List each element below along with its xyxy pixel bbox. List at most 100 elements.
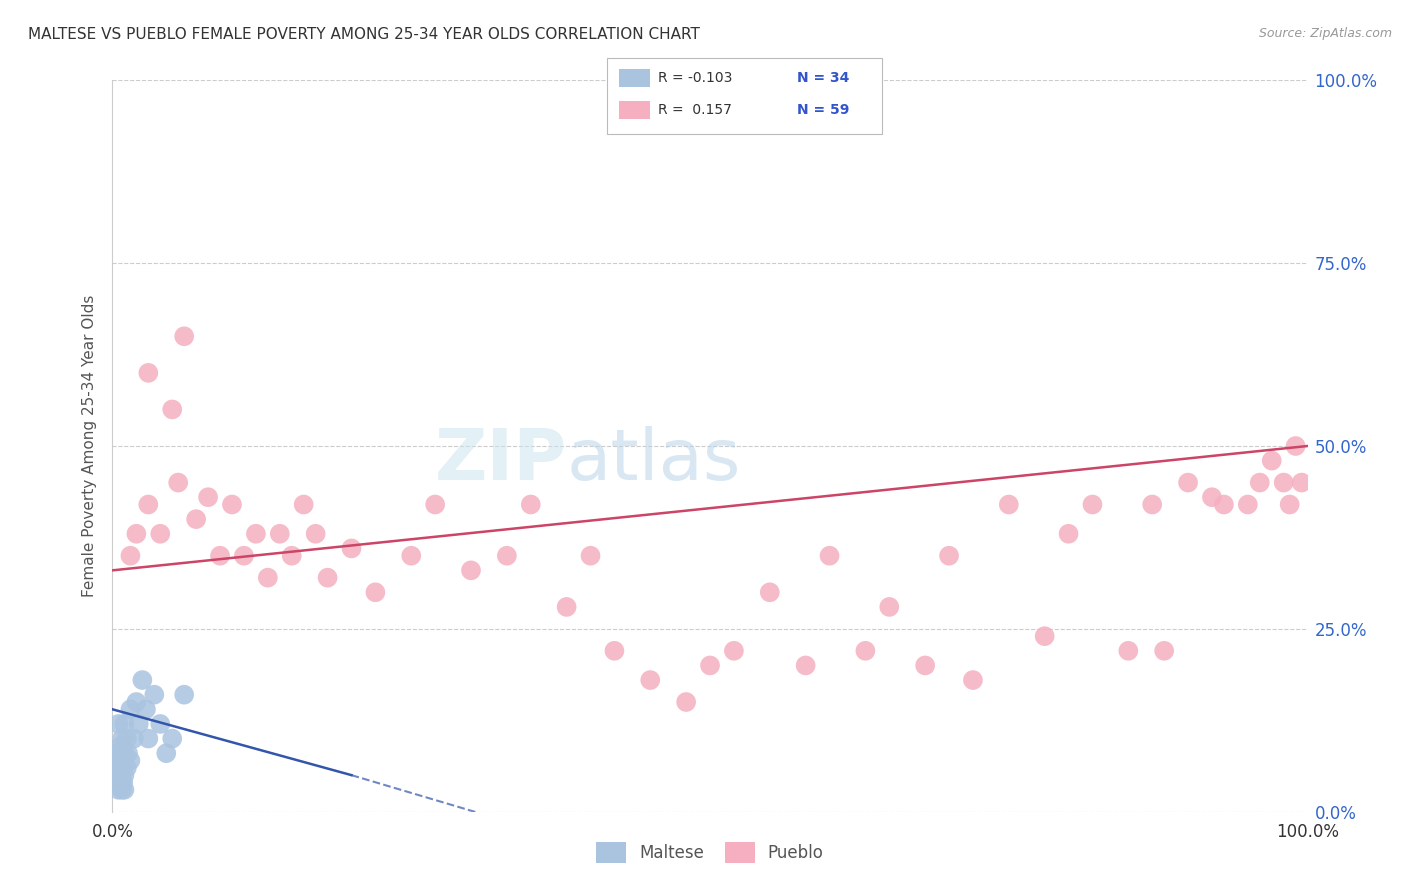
Point bbox=[125, 695, 148, 709]
Point bbox=[1291, 475, 1313, 490]
Text: N = 59: N = 59 bbox=[797, 103, 849, 117]
Point bbox=[186, 512, 208, 526]
Point bbox=[1177, 475, 1199, 490]
Point bbox=[111, 761, 134, 775]
Point bbox=[105, 768, 128, 782]
Point bbox=[120, 549, 142, 563]
Point bbox=[998, 498, 1021, 512]
Point bbox=[257, 571, 280, 585]
Point bbox=[364, 585, 387, 599]
Point bbox=[115, 761, 138, 775]
Point bbox=[149, 717, 172, 731]
Point bbox=[1237, 498, 1260, 512]
Point bbox=[122, 731, 145, 746]
Point bbox=[131, 673, 153, 687]
Point bbox=[316, 571, 339, 585]
Point bbox=[460, 563, 482, 577]
Point bbox=[108, 754, 131, 768]
Text: MALTESE VS PUEBLO FEMALE POVERTY AMONG 25-34 YEAR OLDS CORRELATION CHART: MALTESE VS PUEBLO FEMALE POVERTY AMONG 2… bbox=[28, 27, 700, 42]
Point bbox=[112, 775, 135, 789]
Point bbox=[759, 585, 782, 599]
Point bbox=[520, 498, 543, 512]
Point bbox=[138, 498, 160, 512]
Point bbox=[1278, 498, 1301, 512]
Point bbox=[108, 775, 131, 789]
Text: R = -0.103: R = -0.103 bbox=[658, 70, 733, 85]
Legend: Maltese, Pueblo: Maltese, Pueblo bbox=[589, 836, 831, 869]
Point bbox=[111, 782, 134, 797]
Point bbox=[1118, 644, 1140, 658]
Point bbox=[1261, 453, 1284, 467]
Point bbox=[115, 731, 138, 746]
Point bbox=[114, 768, 135, 782]
Point bbox=[135, 702, 157, 716]
Point bbox=[938, 549, 960, 563]
Point bbox=[879, 599, 901, 614]
Point bbox=[1213, 498, 1236, 512]
Point bbox=[603, 644, 626, 658]
Point bbox=[120, 702, 142, 716]
Point bbox=[143, 688, 166, 702]
Point bbox=[305, 526, 328, 541]
Point bbox=[1153, 644, 1175, 658]
Text: ZIP: ZIP bbox=[434, 426, 567, 495]
Point bbox=[962, 673, 984, 687]
Point bbox=[1285, 439, 1308, 453]
Point bbox=[1142, 498, 1164, 512]
Point bbox=[221, 498, 243, 512]
Point bbox=[125, 526, 148, 541]
Point bbox=[233, 549, 256, 563]
Point bbox=[269, 526, 291, 541]
Point bbox=[723, 644, 745, 658]
Point bbox=[245, 526, 267, 541]
Point bbox=[173, 688, 195, 702]
Point bbox=[1272, 475, 1295, 490]
Point bbox=[114, 717, 135, 731]
Point bbox=[162, 731, 183, 746]
Point bbox=[640, 673, 662, 687]
Text: atlas: atlas bbox=[567, 426, 741, 495]
Point bbox=[292, 498, 315, 512]
Point bbox=[110, 739, 132, 753]
Point bbox=[105, 746, 128, 760]
Point bbox=[914, 658, 936, 673]
Y-axis label: Female Poverty Among 25-34 Year Olds: Female Poverty Among 25-34 Year Olds bbox=[82, 295, 97, 597]
Point bbox=[1033, 629, 1056, 643]
Point bbox=[111, 731, 134, 746]
Point bbox=[401, 549, 423, 563]
Point bbox=[110, 768, 132, 782]
Point bbox=[1057, 526, 1080, 541]
Point bbox=[699, 658, 721, 673]
Point bbox=[1081, 498, 1104, 512]
Point bbox=[579, 549, 602, 563]
Text: Source: ZipAtlas.com: Source: ZipAtlas.com bbox=[1258, 27, 1392, 40]
Point bbox=[155, 746, 177, 760]
Point bbox=[162, 402, 183, 417]
Point bbox=[107, 782, 129, 797]
Point bbox=[1201, 490, 1223, 504]
Point bbox=[425, 498, 447, 512]
Point bbox=[855, 644, 877, 658]
Point bbox=[173, 329, 195, 343]
Point bbox=[555, 599, 578, 614]
Point bbox=[209, 549, 232, 563]
Point bbox=[794, 658, 817, 673]
Point bbox=[1249, 475, 1271, 490]
Point bbox=[675, 695, 697, 709]
Point bbox=[114, 746, 135, 760]
Point bbox=[197, 490, 219, 504]
Point bbox=[112, 746, 135, 760]
Point bbox=[128, 717, 150, 731]
Point bbox=[281, 549, 304, 563]
Point bbox=[496, 549, 519, 563]
Point bbox=[117, 746, 139, 760]
Point bbox=[340, 541, 363, 556]
Point bbox=[167, 475, 190, 490]
Point bbox=[818, 549, 841, 563]
Point bbox=[107, 717, 129, 731]
Point bbox=[149, 526, 172, 541]
Point bbox=[138, 731, 160, 746]
Text: R =  0.157: R = 0.157 bbox=[658, 103, 733, 117]
Text: N = 34: N = 34 bbox=[797, 70, 849, 85]
Point bbox=[107, 761, 129, 775]
